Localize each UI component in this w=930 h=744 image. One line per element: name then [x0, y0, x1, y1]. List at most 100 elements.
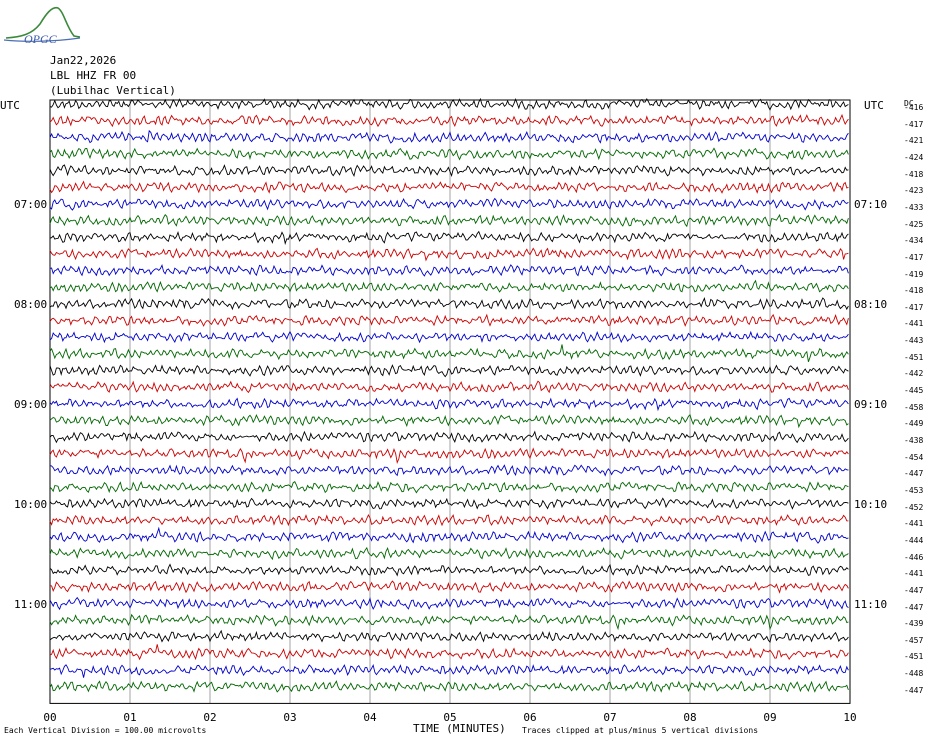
dc-offset-value: -441	[904, 569, 924, 579]
trace-line	[49, 481, 849, 494]
dc-offset-value: -451	[904, 652, 924, 662]
opgc-logo: OPGC	[2, 4, 82, 46]
dc-offset-value: -445	[904, 386, 924, 396]
trace-line	[49, 97, 849, 111]
dc-offset-value: -451	[904, 352, 924, 362]
dc-offset-value: -417	[904, 252, 924, 262]
x-tick-label: 01	[123, 711, 137, 724]
dc-offset-value: -434	[904, 236, 924, 246]
left-time-label: 11:00	[14, 597, 48, 611]
dc-offset-value: -433	[904, 202, 924, 212]
dc-offset-value: -438	[904, 436, 924, 445]
dc-offset-value: -424	[904, 152, 924, 162]
trace-line	[49, 313, 849, 327]
trace-line	[49, 113, 849, 128]
trace-line	[49, 596, 849, 611]
dc-offset-value: -439	[904, 619, 924, 629]
dc-offset-value: -444	[904, 535, 924, 545]
trace-line	[49, 430, 849, 444]
dc-offset-value: -416	[904, 103, 924, 112]
footer-clip-note: Traces clipped at plus/minus 5 vertical …	[522, 726, 759, 735]
dc-offset-value: -418	[904, 169, 924, 179]
dc-offset-value: -458	[904, 402, 924, 412]
dc-offset-value: -447	[904, 685, 924, 695]
trace-line	[49, 514, 849, 527]
dc-offset-value: -443	[904, 336, 924, 346]
dc-offset-value: -446	[904, 552, 924, 562]
logo-text: OPGC	[24, 32, 58, 46]
x-tick-label: 03	[283, 711, 297, 724]
x-tick-label: 05	[443, 711, 457, 724]
left-time-label: 08:00	[14, 297, 48, 311]
x-axis-label: TIME (MINUTES)	[413, 722, 506, 735]
trace-line	[49, 664, 849, 678]
left-time-label: 10:00	[14, 497, 48, 511]
traces	[49, 97, 849, 693]
dc-offset-value: -423	[904, 186, 924, 196]
trace-line	[49, 213, 849, 228]
x-tick-label: 02	[203, 711, 217, 724]
trace-line	[49, 580, 849, 594]
trace-line	[49, 164, 849, 178]
trace-line	[49, 297, 849, 311]
trace-line	[49, 563, 849, 577]
trace-line	[49, 413, 849, 429]
trace-line	[49, 397, 849, 412]
trace-line	[49, 644, 849, 661]
dc-offset-value: -441	[904, 319, 924, 329]
x-tick-label: 00	[43, 711, 57, 724]
right-time-label: 10:10	[854, 497, 888, 511]
header-location: (Lubilhac Vertical)	[50, 84, 176, 97]
trace-line	[49, 129, 849, 144]
header-station: LBL HHZ FR 00	[50, 69, 137, 82]
dc-offset-value: -447	[904, 585, 924, 595]
trace-line	[49, 497, 849, 510]
header-date: Jan22,2026	[50, 54, 117, 67]
trace-line	[49, 629, 849, 643]
x-tick-label: 04	[363, 711, 377, 724]
trace-line	[49, 680, 849, 693]
trace-line	[49, 546, 849, 561]
trace-line	[49, 526, 849, 544]
x-tick-label: 08	[683, 711, 697, 724]
trace-line	[49, 180, 849, 194]
trace-line	[49, 344, 849, 362]
plot-frame	[49, 99, 851, 704]
trace-line	[49, 613, 849, 631]
dc-offset-value: -418	[904, 286, 924, 296]
dc-offset-value: -454	[904, 452, 924, 462]
trace-line	[49, 364, 849, 378]
trace-line	[49, 447, 849, 465]
left-time-label: 07:00	[14, 197, 48, 211]
trace-line	[49, 464, 849, 477]
utc-right-label: UTC	[864, 99, 884, 112]
trace-line	[49, 263, 849, 277]
utc-left-label: UTC	[0, 99, 20, 112]
grid	[49, 99, 851, 704]
footer-scale-text: Each Vertical Division = 100.00 microvol…	[4, 726, 207, 735]
footer-scale-note: Each Vertical Division = 100.00 microvol…	[4, 726, 206, 735]
trace-line	[49, 279, 849, 293]
x-tick-label: 09	[763, 711, 777, 724]
trace-line	[49, 147, 849, 161]
dc-offset-value: -449	[904, 419, 924, 429]
right-time-label: 11:10	[854, 597, 888, 611]
dc-offset-value: -419	[904, 269, 924, 279]
x-tick-label: 06	[523, 711, 537, 724]
dc-label: DC	[904, 99, 914, 108]
dc-offset-value: -448	[904, 669, 924, 679]
dc-offset-value: -417	[904, 119, 924, 129]
dc-offset-value: -447	[904, 469, 924, 479]
right-time-label: 07:10	[854, 197, 888, 211]
right-time-label: 08:10	[854, 297, 888, 311]
dc-offset-value: -453	[904, 485, 924, 495]
trace-line	[49, 380, 849, 394]
dc-offset-value: -425	[904, 219, 924, 229]
x-tick-label: 07	[603, 711, 617, 724]
dc-offset-value: -421	[904, 136, 924, 146]
x-tick-label: 10	[843, 711, 857, 724]
dc-offset-value: -447	[904, 602, 924, 612]
dc-offset-value: -457	[904, 635, 924, 645]
left-time-label: 09:00	[14, 397, 48, 411]
trace-line	[49, 330, 849, 344]
